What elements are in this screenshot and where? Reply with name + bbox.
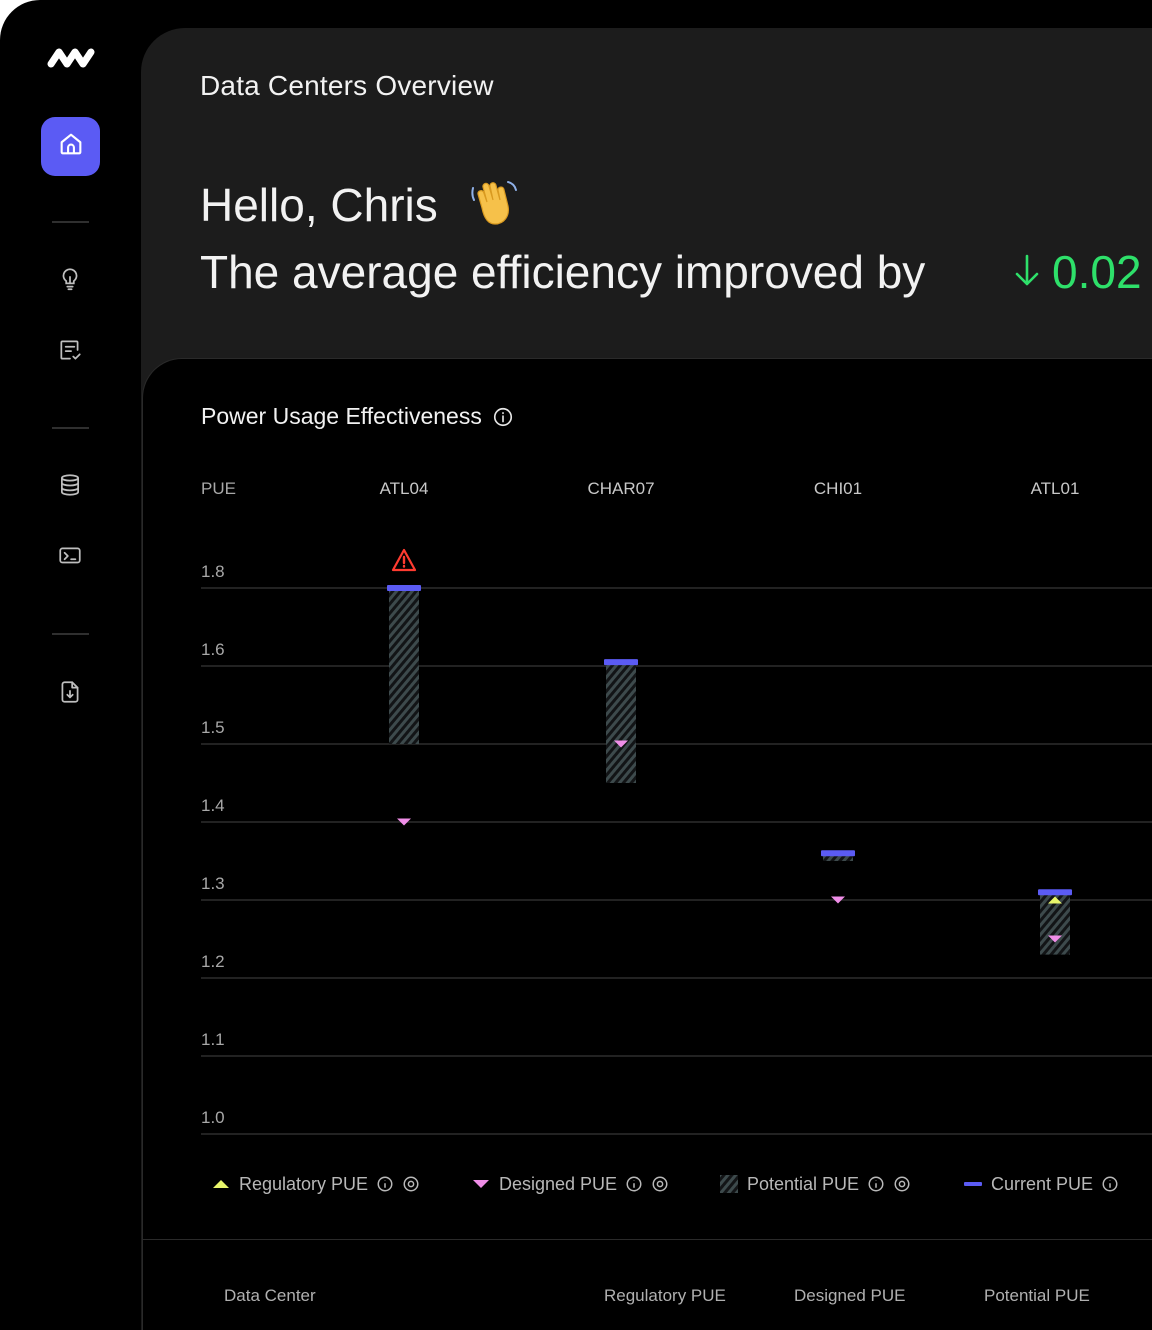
greeting: Hello, Chris (200, 179, 438, 231)
lightbulb-icon (57, 266, 83, 297)
sidebar-divider (52, 221, 89, 223)
legend-label: Designed PUE (499, 1173, 618, 1194)
sidebar-divider (52, 633, 89, 635)
efficiency-change: 0.02 (1014, 245, 1142, 299)
eye-icon[interactable] (893, 1175, 911, 1193)
legend-item[interactable]: Designed PUE (471, 1169, 669, 1199)
legend-item[interactable]: Current PUE (963, 1169, 1119, 1199)
database-icon (57, 472, 83, 503)
current-pue-marker (1038, 889, 1072, 896)
page-title: Data Centers Overview (200, 70, 494, 101)
main-panel: Data Centers Overview Hello, Chris The a… (141, 28, 1152, 1330)
waving-hand-icon (468, 178, 518, 228)
sidebar (0, 0, 141, 1330)
y-tick-label: 1.8 (201, 562, 225, 581)
sidebar-item-home[interactable] (41, 117, 100, 176)
info-icon[interactable] (376, 1175, 394, 1193)
legend-label: Regulatory PUE (239, 1173, 369, 1194)
sidebar-item-data[interactable] (52, 469, 88, 505)
y-tick-label: 1.1 (201, 1030, 225, 1049)
table-header-designed-pue[interactable]: Designed PUE (794, 1286, 906, 1305)
x-category-label: ATL04 (380, 479, 429, 498)
y-tick-label: 1.4 (201, 796, 225, 815)
current-pue-marker (821, 850, 855, 857)
arrow-down-icon (1014, 245, 1040, 299)
sidebar-item-tasks[interactable] (52, 334, 88, 370)
eye-icon[interactable] (651, 1175, 669, 1193)
designed-pue-marker (1048, 935, 1062, 943)
line-swatch-icon (964, 1182, 982, 1186)
home-icon (57, 130, 85, 163)
table-header-potential-pue[interactable]: Potential PUE (984, 1286, 1090, 1305)
info-icon[interactable] (1101, 1175, 1119, 1193)
sidebar-item-monitoring[interactable] (52, 540, 88, 576)
y-axis-label: PUE (201, 479, 236, 498)
designed-pue-marker (831, 896, 845, 904)
legend-item[interactable]: Regulatory PUE (211, 1169, 420, 1199)
sidebar-divider (52, 427, 89, 429)
legend-label: Current PUE (991, 1173, 1094, 1194)
x-category-label: CHI01 (814, 479, 862, 498)
sidebar-item-reports[interactable] (52, 676, 88, 712)
table-divider (143, 1239, 1152, 1240)
table-header-regulatory-pue[interactable]: Regulatory PUE (604, 1286, 726, 1305)
chart-title-text: Power Usage Effectiveness (201, 403, 482, 429)
potential-pue-bar (389, 588, 419, 744)
y-tick-label: 1.2 (201, 952, 225, 971)
warning-icon (391, 548, 417, 572)
pue-chart-card: Power Usage Effectiveness PUE 1.0 1.1 1.2 1.… (142, 358, 1152, 1330)
y-tick-label: 1.5 (201, 718, 225, 737)
checklist-icon (57, 337, 83, 368)
regulatory-pue-marker (1048, 896, 1062, 904)
legend-label: Potential PUE (747, 1173, 860, 1194)
designed-pue-marker (397, 818, 411, 826)
y-tick-label: 1.6 (201, 640, 225, 659)
y-tick-label: 1.3 (201, 874, 225, 893)
hatch-swatch-icon (720, 1175, 738, 1193)
table-header-data-center[interactable]: Data Center (224, 1286, 316, 1305)
x-category-label: ATL01 (1031, 479, 1080, 498)
current-pue-marker (387, 585, 421, 591)
triangle-down-icon (473, 1180, 489, 1188)
efficiency-value: 0.02 (1052, 246, 1142, 298)
legend-item[interactable]: Potential PUE (719, 1169, 911, 1199)
eye-icon[interactable] (402, 1175, 420, 1193)
pue-chart: PUE 1.0 1.1 1.2 1.3 1.4 1.5 1.6 1.8 ATL04 CHAR07 CH… (201, 479, 1152, 1135)
monitor-icon (57, 543, 83, 574)
info-icon[interactable] (867, 1175, 885, 1193)
potential-pue-bar (606, 662, 636, 783)
designed-pue-marker (614, 740, 628, 748)
potential-pue-bar (823, 853, 853, 861)
info-icon[interactable] (492, 406, 514, 428)
triangle-up-icon (213, 1180, 229, 1188)
efficiency-summary: The average efficiency improved by (200, 246, 926, 298)
file-download-icon (57, 679, 83, 710)
sidebar-item-insights[interactable] (52, 263, 88, 299)
info-icon[interactable] (625, 1175, 643, 1193)
current-pue-marker (604, 659, 638, 666)
x-category-label: CHAR07 (587, 479, 654, 498)
y-tick-label: 1.0 (201, 1108, 225, 1127)
logo (47, 40, 95, 76)
chart-title: Power Usage Effectiveness (201, 403, 514, 430)
